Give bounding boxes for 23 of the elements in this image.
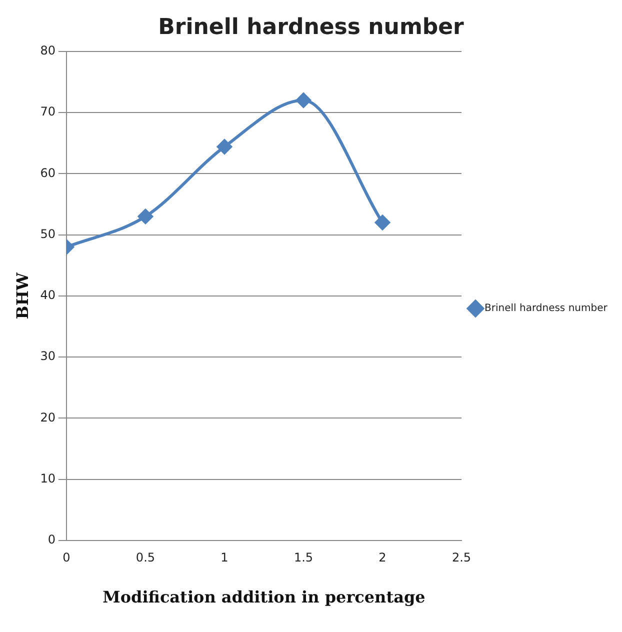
y-tick-label: 60	[40, 166, 56, 180]
y-tick-label: 40	[40, 288, 56, 302]
x-tick-label: 1.5	[294, 550, 314, 565]
point	[296, 92, 311, 108]
y-tick-label: 20	[40, 410, 56, 424]
x-tick-label: 1	[220, 550, 228, 565]
y-axis-title: BHW	[12, 272, 32, 320]
x-tick-label: 2.5	[452, 550, 472, 565]
y-tick-label: 50	[40, 226, 56, 241]
x-tick-label: 0.5	[136, 550, 156, 565]
y-tick-label: 0	[48, 532, 56, 547]
y-tick-label: 80	[40, 44, 56, 58]
y-tick-label: 30	[40, 349, 56, 364]
point	[374, 215, 390, 230]
chart-title: Brinell hardness number	[158, 14, 464, 40]
y-tick-label: 70	[40, 104, 56, 119]
x-axis-title: Modification addition in percentage	[102, 588, 426, 607]
point	[138, 208, 153, 224]
x-tick-label: 0	[62, 550, 70, 565]
point	[216, 139, 232, 154]
y-tick-label: 10	[40, 471, 56, 486]
x-tick-label: 2	[378, 550, 386, 565]
legend-label: Brinell hardness number	[484, 303, 608, 314]
